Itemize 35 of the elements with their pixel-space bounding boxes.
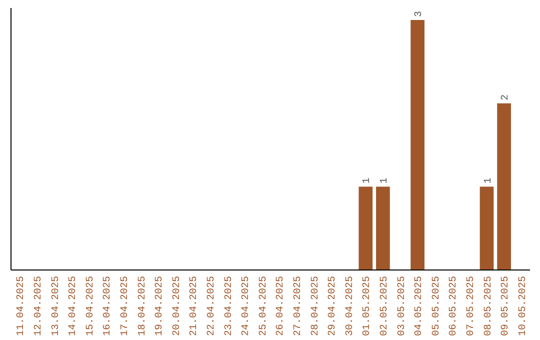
x-tick-label: 08.05.2025 [483, 276, 494, 336]
x-tick-label: 15.04.2025 [85, 276, 96, 336]
x-tick-label: 10.05.2025 [518, 276, 529, 336]
x-tick-label: 30.04.2025 [344, 276, 356, 336]
data-label: 1 [379, 178, 390, 184]
x-tick-label: 03.05.2025 [396, 276, 408, 336]
x-tick-label: 23.04.2025 [224, 276, 235, 336]
x-tick-label: 19.04.2025 [154, 276, 166, 336]
x-tick-label: 24.04.2025 [241, 276, 252, 336]
x-tick-label: 28.04.2025 [310, 276, 322, 336]
x-tick-label: 11.04.2025 [16, 276, 28, 336]
x-tick-label: 06.05.2025 [448, 276, 460, 336]
x-tick-label: 29.04.2025 [328, 276, 339, 336]
x-tick-label: 13.04.2025 [50, 276, 62, 336]
x-tick-label: 07.05.2025 [466, 276, 477, 336]
data-label: 1 [362, 178, 374, 184]
x-tick-label: 25.04.2025 [258, 276, 270, 336]
x-tick-label: 04.05.2025 [414, 276, 426, 336]
x-tick-label: 20.04.2025 [172, 276, 183, 336]
x-tick-label: 21.04.2025 [189, 276, 200, 336]
data-label: 2 [500, 94, 512, 100]
x-tick-label: 17.04.2025 [120, 276, 131, 336]
x-tick-label: 22.04.2025 [206, 276, 218, 336]
x-tick-label: 14.04.2025 [68, 276, 80, 336]
data-label: 1 [483, 178, 494, 184]
x-tick-label: 26.04.2025 [276, 276, 287, 336]
x-tick-label: 02.05.2025 [379, 276, 390, 336]
x-tick-label: 12.04.2025 [33, 276, 44, 336]
data-label: 3 [414, 10, 426, 17]
x-tick-label: 16.04.2025 [102, 276, 114, 336]
x-tick-label: 09.05.2025 [500, 276, 512, 336]
x-tick-label: 27.04.2025 [292, 276, 304, 336]
x-tick-label: 18.04.2025 [137, 276, 148, 336]
x-tick-label: 05.05.2025 [431, 276, 442, 336]
x-tick-label: 01.05.2025 [362, 276, 374, 336]
